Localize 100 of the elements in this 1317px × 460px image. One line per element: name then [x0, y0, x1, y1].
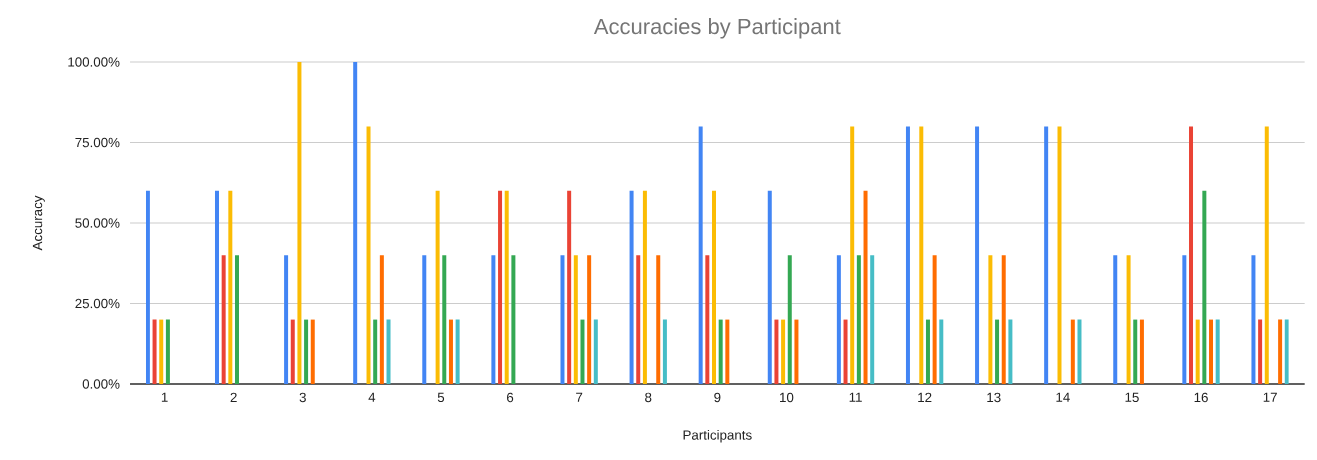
bar	[145, 190, 150, 384]
x-axis-title: Participants	[683, 429, 752, 443]
bar	[1044, 126, 1049, 384]
x-tick-label: 2	[230, 392, 237, 403]
bar	[1195, 319, 1200, 384]
x-tick-label: 8	[645, 392, 652, 403]
bar	[1258, 319, 1263, 384]
bar	[925, 319, 930, 384]
bar	[573, 255, 578, 384]
bar	[662, 319, 667, 384]
bar	[511, 255, 516, 384]
bar	[297, 62, 302, 384]
bar	[455, 319, 460, 384]
bar	[1182, 255, 1187, 384]
bar	[1202, 190, 1207, 384]
bar	[975, 126, 980, 384]
bar	[386, 319, 391, 384]
bar	[988, 255, 993, 384]
bar	[843, 319, 848, 384]
bar	[787, 255, 792, 384]
bar	[1189, 126, 1194, 384]
x-tick-label: 7	[576, 392, 583, 402]
bar	[234, 255, 239, 384]
x-tick-label: 3	[299, 392, 306, 403]
bar	[366, 126, 371, 384]
x-tick-label: 9	[714, 392, 721, 403]
bar	[774, 319, 779, 384]
x-tick-label: 12	[918, 392, 932, 403]
bar	[587, 255, 592, 384]
bar	[379, 255, 384, 384]
bar	[698, 126, 703, 384]
y-tick-label: 75.00%	[75, 137, 120, 148]
y-axis-title: Accuracy	[32, 195, 45, 251]
y-tick-label: 50.00%	[75, 218, 120, 228]
bar	[159, 319, 164, 384]
bar	[1057, 126, 1062, 384]
bar	[1001, 255, 1006, 384]
bar	[214, 190, 219, 384]
bar	[498, 190, 503, 384]
bar	[767, 190, 772, 384]
x-tick-label: 4	[368, 392, 376, 402]
x-tick-label: 5	[437, 392, 445, 402]
bar	[781, 319, 786, 384]
bar	[580, 319, 585, 384]
bar	[593, 319, 598, 384]
x-tick-label: 14	[1056, 392, 1070, 402]
bar	[448, 319, 453, 384]
bar	[1251, 255, 1256, 384]
x-tick-label: 11	[849, 392, 862, 402]
bar	[705, 255, 710, 384]
bar	[1126, 255, 1131, 384]
bar	[1215, 319, 1220, 384]
bar	[1070, 319, 1075, 384]
y-tick-label: 100.00%	[68, 57, 120, 67]
chart-title: Accuracies by Participant	[593, 18, 841, 39]
x-tick-label: 6	[507, 392, 514, 403]
bar	[284, 255, 289, 384]
bar	[1113, 255, 1118, 384]
bar	[718, 319, 723, 384]
bar	[712, 190, 717, 384]
bar	[353, 62, 358, 384]
x-tick-label: 15	[1125, 392, 1139, 402]
bar	[504, 190, 509, 384]
bar	[560, 255, 565, 384]
bar	[1278, 319, 1283, 384]
bar	[629, 190, 634, 384]
bar	[1209, 319, 1214, 384]
x-tick-label: 17	[1263, 392, 1277, 402]
bar	[656, 255, 661, 384]
bar	[1264, 126, 1269, 384]
bar	[1008, 319, 1013, 384]
bar	[1077, 319, 1082, 384]
bar	[725, 319, 730, 384]
x-tick-label: 16	[1194, 392, 1208, 403]
bar	[491, 255, 496, 384]
bar	[1139, 319, 1144, 384]
bar	[850, 126, 855, 384]
bar	[228, 190, 233, 384]
bar	[442, 255, 447, 384]
x-tick-label: 1	[161, 392, 168, 402]
bar	[995, 319, 1000, 384]
bar	[836, 255, 841, 384]
bar	[905, 126, 910, 384]
bar	[1133, 319, 1138, 384]
bar	[221, 255, 226, 384]
bar	[939, 319, 944, 384]
bar	[642, 190, 647, 384]
bar	[373, 319, 378, 384]
y-tick-label: 25.00%	[75, 298, 120, 309]
bar	[919, 126, 924, 384]
bar	[870, 255, 875, 384]
bar	[435, 190, 440, 384]
y-tick-label: 0.00%	[82, 379, 120, 389]
bar	[932, 255, 937, 384]
x-tick-label: 13	[987, 392, 1001, 403]
bar	[856, 255, 861, 384]
bar	[863, 190, 868, 384]
bar	[310, 319, 315, 384]
bar	[165, 319, 170, 384]
bar	[794, 319, 799, 384]
